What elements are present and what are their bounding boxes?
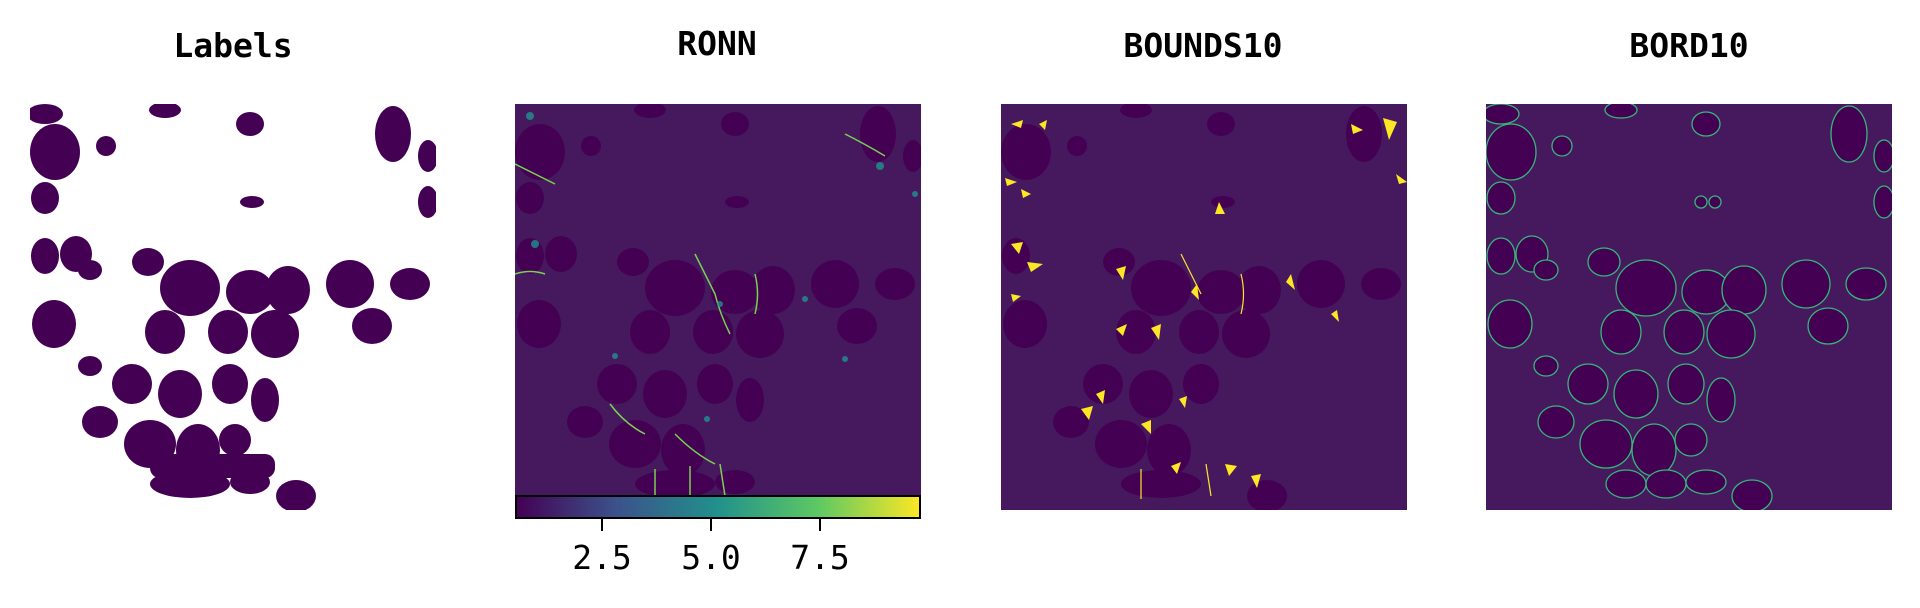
colorbar-tick-label: 2.5 — [572, 538, 632, 577]
colorbar-tick-label: 5.0 — [681, 538, 741, 577]
colorbar-tick-label: 7.5 — [790, 538, 850, 577]
colorbar-tick-marks — [601, 519, 821, 531]
labels-image — [30, 104, 436, 510]
panel-title-ronn: RONN — [677, 24, 757, 63]
ronn-map — [515, 104, 921, 510]
bounds10-image — [1001, 104, 1407, 510]
ronn-image — [515, 104, 921, 510]
bord10-image — [1486, 104, 1892, 510]
bord10-map — [1486, 104, 1892, 510]
ronn-colorbar — [515, 495, 921, 535]
colorbar-gradient — [515, 495, 921, 519]
bounds10-map — [1001, 104, 1407, 510]
panel-title-bord10: BORD10 — [1629, 26, 1749, 65]
panel-title-labels: Labels — [173, 26, 293, 65]
panel-title-bounds10: BOUNDS10 — [1123, 26, 1283, 65]
labels-mask — [30, 104, 436, 510]
